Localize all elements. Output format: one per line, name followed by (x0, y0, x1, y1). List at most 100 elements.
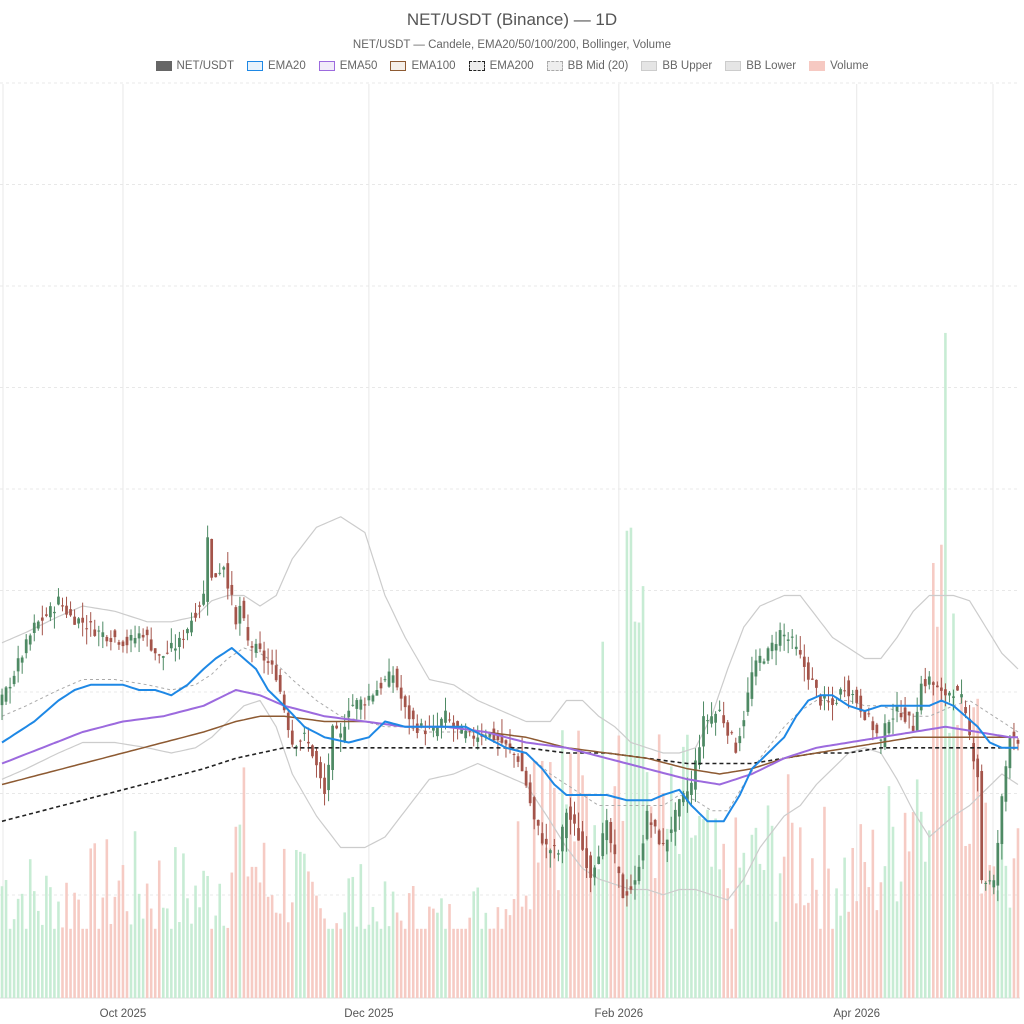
legend-label: EMA50 (339, 60, 378, 72)
volume-bar (923, 861, 927, 998)
candle-body (690, 782, 693, 795)
volume-bar (665, 828, 669, 998)
volume-bar (93, 843, 97, 998)
volume-bar (16, 898, 20, 998)
volume-bar (633, 621, 637, 998)
volume-bar (589, 864, 592, 998)
candle-body (738, 736, 742, 744)
volume-bar (258, 882, 262, 998)
candle-body (645, 810, 649, 840)
legend-item[interactable]: EMA50 (318, 60, 378, 72)
candle-body (298, 740, 302, 742)
volume-bar (73, 892, 76, 998)
volume-bar (790, 822, 794, 998)
volume-bar (230, 872, 234, 998)
volume-bar (355, 926, 359, 998)
candle-body (972, 743, 976, 762)
volume-bar (702, 819, 705, 998)
legend-item[interactable]: EMA200 (468, 60, 534, 72)
volume-bar (81, 928, 84, 998)
legend-item[interactable]: BB Upper (641, 60, 712, 72)
legend-swatch (468, 61, 485, 71)
candle-body (101, 632, 105, 637)
legend-item[interactable]: BB Lower (725, 60, 796, 72)
legend-item[interactable]: EMA20 (247, 60, 306, 72)
volume-bar (12, 919, 16, 998)
candle-body (839, 689, 842, 695)
bb-upper-line (1, 516, 1019, 754)
volume-bar (85, 928, 88, 998)
candle-body (770, 642, 774, 652)
legend-item[interactable]: EMA100 (390, 60, 456, 72)
legend-item[interactable]: BB Mid (20) (546, 60, 629, 72)
candle-body (153, 648, 157, 654)
candle-body (190, 620, 193, 633)
candle-body (262, 650, 266, 661)
volume-bar (323, 918, 326, 998)
candle-body (363, 704, 367, 706)
volume-bar (194, 885, 197, 998)
volume-bar (452, 928, 455, 998)
volume-bar (166, 908, 169, 998)
candle-body (440, 718, 443, 727)
candle-body (16, 658, 20, 672)
candle-body (931, 682, 935, 685)
volume-bar (145, 883, 149, 998)
candle-body (944, 689, 947, 696)
volume-bar (282, 848, 286, 998)
candle-body (157, 654, 161, 656)
volume-bar (448, 904, 451, 998)
candle-body (488, 733, 492, 737)
candle-body (863, 711, 867, 721)
volume-bar (242, 767, 246, 998)
candle-body (794, 646, 798, 650)
candle-body (798, 650, 802, 655)
volume-bar (698, 815, 701, 998)
volume-bar (839, 915, 842, 998)
candle-body (355, 700, 359, 709)
volume-bar (710, 866, 713, 998)
volume-bar (432, 908, 435, 998)
volume-bar (678, 853, 681, 998)
volume-bar (669, 766, 673, 998)
candle-body (218, 572, 222, 574)
candle-body (778, 630, 782, 646)
candle-body (593, 867, 597, 878)
volume-bar (4, 880, 8, 998)
volume-bar (254, 866, 258, 998)
candle-body (573, 814, 576, 824)
volume-bar (41, 924, 44, 998)
candle-body (577, 828, 580, 841)
candle-body (851, 694, 855, 696)
volume-bar (726, 888, 729, 998)
volume-bar (391, 891, 395, 998)
candle-body (371, 695, 375, 702)
legend-item[interactable]: NET/USDT (155, 60, 234, 72)
candle-body (161, 656, 165, 658)
ema20-line (1, 647, 1018, 823)
candle-body (859, 695, 863, 712)
volume-bar (500, 928, 504, 998)
candle-body (540, 833, 544, 844)
volume-bar (295, 849, 298, 998)
candle-body (681, 793, 685, 803)
x-tick-label: Dec 2025 (344, 1008, 393, 1020)
candle-body (36, 621, 40, 629)
volume-bar (549, 762, 552, 998)
candle-body (266, 661, 270, 663)
candle-body (423, 730, 427, 735)
legend-item[interactable]: Volume (809, 60, 868, 72)
candle-body (0, 694, 4, 706)
candle-body (49, 606, 52, 618)
volume-bar (250, 866, 254, 998)
candle-body (706, 720, 709, 722)
candle-body (125, 636, 129, 646)
volume-bar (613, 786, 617, 998)
candle-body (976, 758, 980, 778)
candle-body (508, 743, 512, 749)
volume-bar (782, 856, 786, 998)
legend-label: BB Mid (20) (567, 60, 629, 72)
candle-body (766, 648, 770, 661)
candle-body (121, 641, 125, 647)
volume-bar (472, 891, 476, 998)
